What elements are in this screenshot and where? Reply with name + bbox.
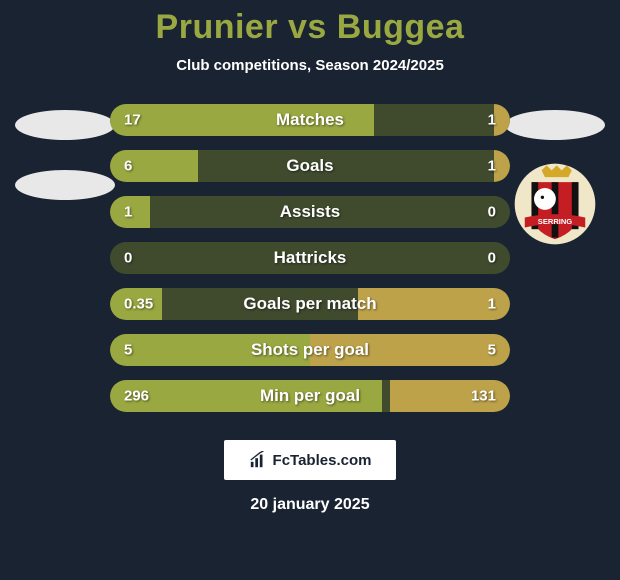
- stat-right-value: 0: [488, 250, 496, 267]
- stat-row: Goals6 1: [110, 150, 510, 182]
- stat-label: Min per goal: [110, 386, 510, 406]
- stat-row: Shots per goal5 5: [110, 334, 510, 366]
- page-subtitle: Club competitions, Season 2024/2025: [176, 57, 444, 74]
- stat-label: Hattricks: [110, 248, 510, 268]
- stat-right-value: 1: [488, 112, 496, 129]
- stat-left-value: 296: [124, 388, 149, 405]
- stat-left-value: 6: [124, 158, 132, 175]
- stat-label: Goals per match: [110, 294, 510, 314]
- stat-left-value: 0.35: [124, 296, 153, 313]
- stat-row: Matches17 1: [110, 104, 510, 136]
- stat-label: Shots per goal: [110, 340, 510, 360]
- stat-right-value: 1: [488, 158, 496, 175]
- stat-row: Goals per match0.35 1: [110, 288, 510, 320]
- stat-left-value: 1: [124, 204, 132, 221]
- stat-right-value: 5: [488, 342, 496, 359]
- stats-area: Matches171Goals61Assists10Hattricks00Goa…: [0, 104, 620, 426]
- page-title: Prunier vs Buggea: [156, 8, 465, 47]
- stat-right-value: 0: [488, 204, 496, 221]
- date-text: 20 january 2025: [250, 496, 369, 514]
- stat-left-value: 17: [124, 112, 141, 129]
- stat-right-value: 131: [471, 388, 496, 405]
- stat-label: Goals: [110, 156, 510, 176]
- stat-label: Assists: [110, 202, 510, 222]
- stat-row: Assists1 0: [110, 196, 510, 228]
- stat-left-value: 0: [124, 250, 132, 267]
- page-container: Prunier vs Buggea Club competitions, Sea…: [0, 0, 620, 580]
- logo-text: FcTables.com: [273, 452, 372, 469]
- stat-left-value: 5: [124, 342, 132, 359]
- fctables-logo[interactable]: FcTables.com: [224, 440, 396, 480]
- stat-row: Min per goal296 131: [110, 380, 510, 412]
- stat-row: Hattricks0 0: [110, 242, 510, 274]
- chart-icon: [249, 451, 267, 469]
- stat-label: Matches: [110, 110, 510, 130]
- stat-right-value: 1: [488, 296, 496, 313]
